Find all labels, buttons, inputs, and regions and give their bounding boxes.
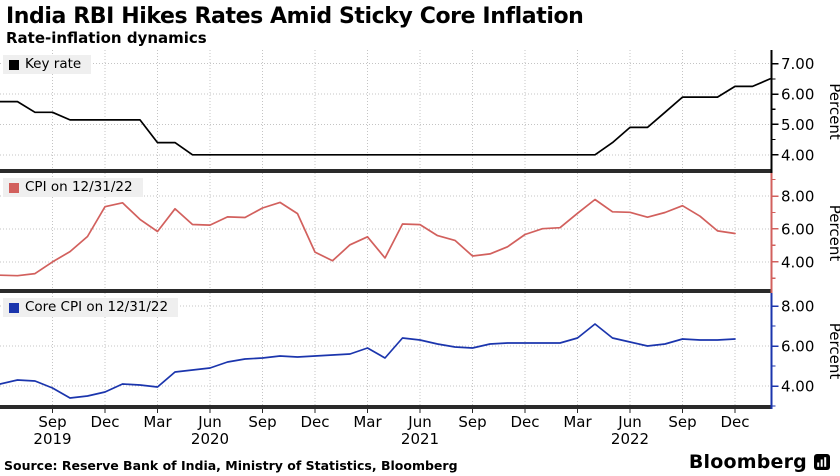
legend-cpi: CPI on 12/31/22 xyxy=(3,177,143,198)
x-tick-month-label: Jun xyxy=(617,413,641,431)
y-tick-label: 6.00 xyxy=(781,220,814,238)
key-rate-line xyxy=(0,77,771,156)
x-tick-month-label: Mar xyxy=(563,413,592,431)
x-tick-month-label: Jun xyxy=(407,413,431,431)
chart-area: 4.00 5.00 6.00 7.00 Percent Key rate 4.00 6.0… xyxy=(0,49,840,450)
x-tick-month-label: Sep xyxy=(458,413,486,431)
x-tick-month-label: Dec xyxy=(300,413,329,431)
core-cpi-swatch-icon xyxy=(9,302,19,313)
bloomberg-terminal-icon xyxy=(814,453,830,470)
panel-bottom-axis xyxy=(0,404,772,409)
chart-title: India RBI Hikes Rates Amid Sticky Core I… xyxy=(6,4,584,29)
core-cpi-line xyxy=(0,322,736,399)
x-tick-month-label: Dec xyxy=(720,413,749,431)
y-tick-label: 8.00 xyxy=(781,187,814,205)
x-tick-year-label: 2022 xyxy=(611,430,649,446)
legend-core-cpi: Core CPI on 12/31/22 xyxy=(3,297,179,318)
cpi-line xyxy=(0,198,736,277)
chart-header: India RBI Hikes Rates Amid Sticky Core I… xyxy=(0,0,840,47)
key-rate-swatch-icon xyxy=(9,59,19,70)
x-axis: Sep 2019 Dec Mar Jun 2020 Sep Dec Mar Jun 2021 Sep D… xyxy=(0,408,840,450)
legend-key-rate-label: Key rate xyxy=(25,55,82,72)
y-tick-label: 4.00 xyxy=(781,377,814,395)
y-axis-title: Percent xyxy=(826,83,840,140)
legend-cpi-label: CPI on 12/31/22 xyxy=(25,178,133,195)
bloomberg-logo: Bloomberg xyxy=(689,451,830,473)
x-tick-year-label: 2021 xyxy=(401,430,439,446)
panel-bottom-axis xyxy=(0,288,772,293)
chart-footer: Source: Reserve Bank of India, Ministry … xyxy=(0,450,840,476)
x-tick-month-label: Dec xyxy=(90,413,119,431)
y-axis-title: Percent xyxy=(826,323,840,380)
y-tick-label: 4.00 xyxy=(781,253,814,271)
y-tick-label: 5.00 xyxy=(781,116,814,134)
x-tick-month-label: Mar xyxy=(353,413,382,431)
panel-core-cpi: 4.00 6.00 8.00 Percent Core CPI on 12/31/22 xyxy=(0,292,840,409)
y-tick-label: 7.00 xyxy=(781,55,814,73)
y-tick-label: 6.00 xyxy=(781,85,814,103)
bloomberg-wordmark: Bloomberg xyxy=(688,450,807,473)
panel-cpi: 4.00 6.00 8.00 Percent CPI on 12/31/22 xyxy=(0,172,840,293)
x-tick-month-label: Sep xyxy=(248,413,276,431)
y-axis-title: Percent xyxy=(826,205,840,262)
x-tick-year-label: 2019 xyxy=(33,430,71,446)
legend-core-cpi-label: Core CPI on 12/31/22 xyxy=(25,298,169,315)
source-note: Source: Reserve Bank of India, Ministry … xyxy=(4,457,458,473)
y-tick-label: 8.00 xyxy=(781,297,814,315)
key-rate-plot: 4.00 5.00 6.00 7.00 Percent xyxy=(0,49,840,173)
panel-bottom-axis xyxy=(0,168,772,173)
y-tick-label: 4.00 xyxy=(781,146,814,164)
cpi-plot: 4.00 6.00 8.00 Percent xyxy=(0,172,840,293)
x-tick-month-label: Jun xyxy=(197,413,221,431)
x-tick-month-label: Mar xyxy=(143,413,172,431)
chart-subtitle: Rate-inflation dynamics xyxy=(6,29,207,48)
legend-key-rate: Key rate xyxy=(3,54,92,75)
core-cpi-plot: 4.00 6.00 8.00 Percent xyxy=(0,292,840,409)
x-tick-year-label: 2020 xyxy=(191,430,229,446)
panel-key-rate: 4.00 5.00 6.00 7.00 Percent Key rate xyxy=(0,49,840,173)
x-tick-month-label: Dec xyxy=(510,413,539,431)
y-tick-label: 6.00 xyxy=(781,337,814,355)
x-tick-month-label: Sep xyxy=(668,413,696,431)
x-tick-month-label: Sep xyxy=(38,413,66,431)
cpi-swatch-icon xyxy=(9,182,19,193)
